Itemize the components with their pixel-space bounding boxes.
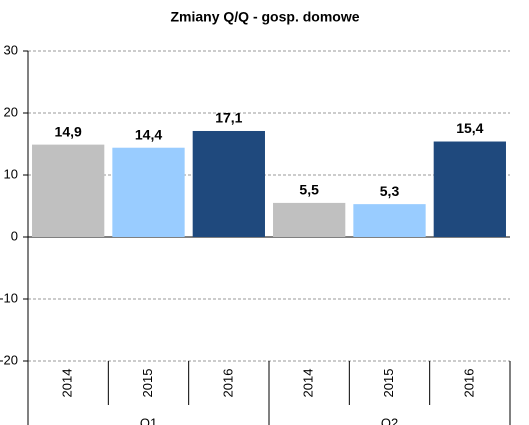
bar — [433, 141, 506, 237]
value-label: 5,5 — [299, 182, 319, 198]
x-tick-label: 2014 — [60, 369, 75, 398]
value-label: 17,1 — [215, 110, 242, 126]
bar — [112, 147, 185, 237]
y-tick-label: 20 — [4, 104, 18, 119]
y-tick-label: 10 — [4, 166, 18, 181]
chart-title: Zmiany Q/Q - gosp. domowe — [170, 9, 359, 25]
group-label: Q1 — [140, 415, 157, 425]
y-tick-label: -20 — [0, 352, 18, 367]
y-tick-label: 30 — [4, 42, 18, 57]
x-tick-label: 2016 — [461, 369, 476, 398]
group-label: Q2 — [381, 415, 398, 425]
y-tick-label: -10 — [0, 290, 18, 305]
bar — [192, 130, 265, 237]
x-tick-label: 2016 — [220, 369, 235, 398]
value-label: 14,4 — [135, 126, 162, 142]
x-tick-label: 2014 — [301, 369, 316, 398]
bar — [353, 204, 426, 237]
x-tick-label: 2015 — [140, 369, 155, 398]
x-tick-label: 2015 — [381, 369, 396, 398]
bar — [273, 202, 346, 237]
value-label: 15,4 — [456, 120, 483, 136]
y-tick-label: 0 — [11, 228, 18, 243]
value-label: 14,9 — [55, 123, 82, 139]
value-label: 5,3 — [380, 183, 400, 199]
bar — [32, 144, 105, 237]
